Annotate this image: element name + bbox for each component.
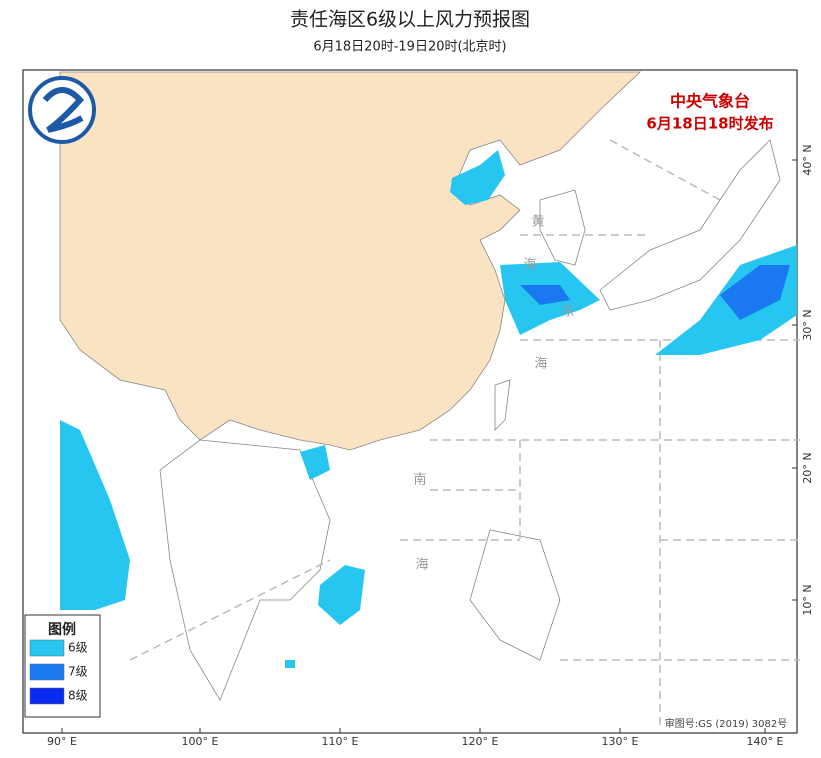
lat-label: 30° N [801,309,814,340]
wind-spot [285,660,295,668]
japan [599,139,781,311]
wind-bohai [450,150,505,205]
taiwan [494,379,511,431]
lat-label: 10° N [801,584,814,615]
philippines [469,529,561,661]
sea-label: 黄 [531,215,544,230]
lon-label: 140° E [747,735,784,748]
land [59,71,781,701]
lon-label: 120° E [462,735,499,748]
sea-label: 东 [561,305,574,320]
wind-areas [60,150,797,668]
issuer-name: 中央气象台 [670,92,750,111]
title: 责任海区6级以上风力预报图 [290,9,530,31]
subtitle: 6月18日20时-19日20时(北京时) [313,40,506,55]
legend-label: 7级 [68,665,88,679]
lon-label: 100° E [182,735,219,748]
sea-label: 南 [413,472,426,488]
indochina [159,439,331,701]
wind-beibu [300,445,330,480]
legend-label: 6级 [68,641,88,655]
legend-label: 8级 [68,689,88,703]
lon-label: 110° E [322,735,359,748]
wind-andaman [60,420,130,610]
zone-lines [129,139,800,730]
sea-label: 海 [415,558,428,573]
lon-label: 90° E [47,735,77,748]
sea-label: 海 [534,357,547,372]
legend-title: 图例 [48,621,76,638]
legend-swatch [29,687,65,705]
lat-label: 40° N [801,144,814,175]
wind-yellow-sea-7 [520,285,570,305]
korea [539,189,586,266]
sea-zones [129,139,800,730]
approval: 审图号:GS (2019) 3082号 [665,717,788,730]
wind-south-china-sea [318,565,365,625]
lat-label: 20° N [801,452,814,483]
sea-label: 海 [523,258,536,273]
wind-japan-7 [720,265,790,320]
logo-mark [42,87,85,133]
legend-swatch [29,663,65,681]
china-land [59,71,642,451]
lon-label: 130° E [602,735,639,748]
legend-swatch [29,639,65,657]
issuer-time: 6月18日18时发布 [646,115,773,133]
